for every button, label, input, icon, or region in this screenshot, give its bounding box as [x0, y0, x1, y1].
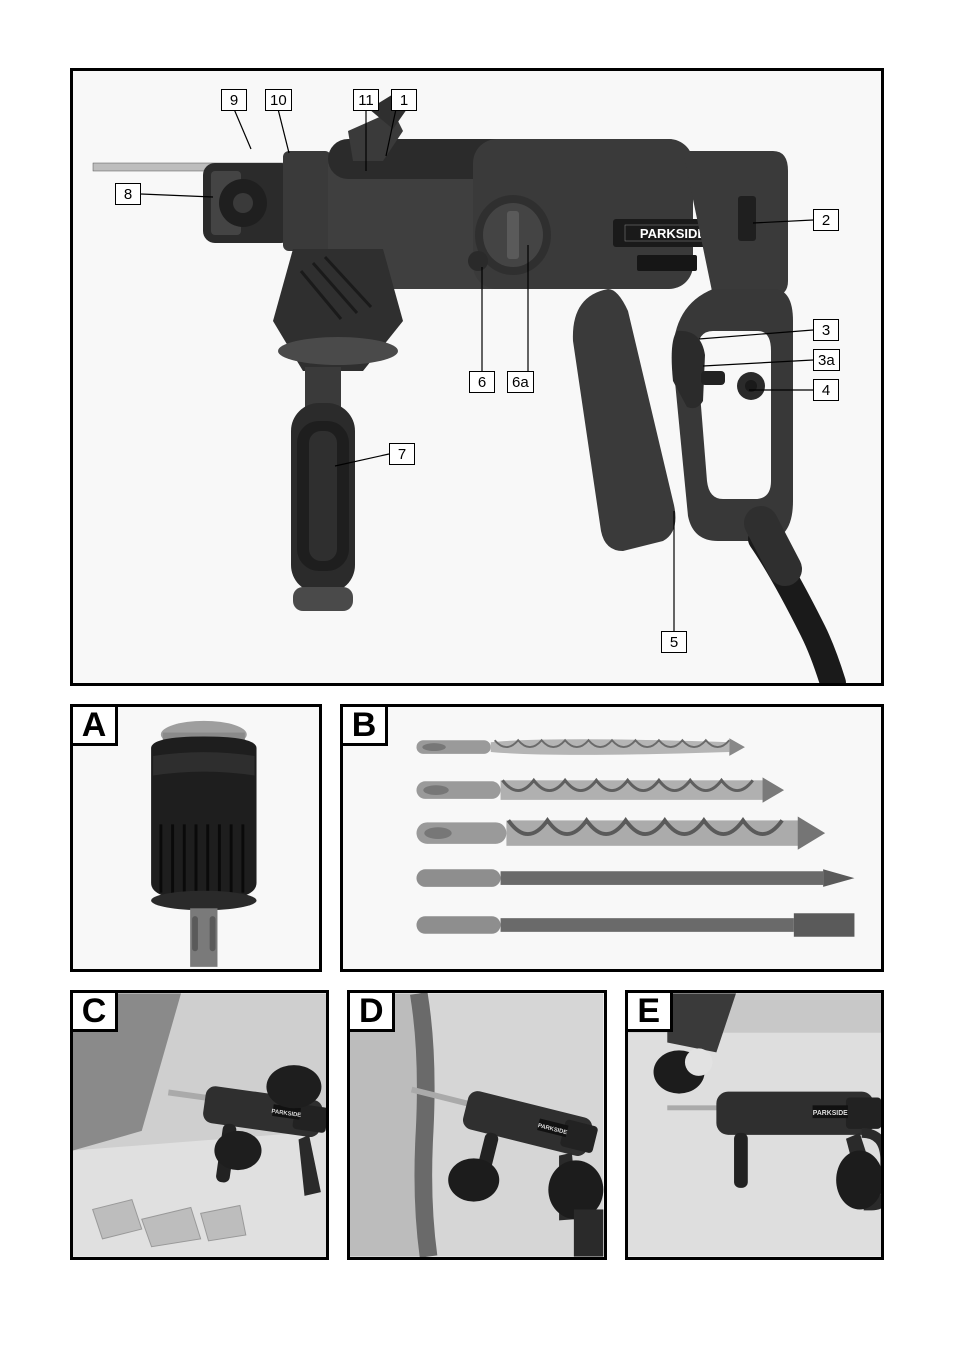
callout-10: 10	[265, 89, 292, 111]
callout-3: 3	[813, 319, 839, 341]
callout-2: 2	[813, 209, 839, 231]
manual-page: PARKSIDE	[70, 68, 884, 1260]
panel-label-b: B	[340, 704, 388, 746]
callout-6a: 6a	[507, 371, 534, 393]
callout-1: 1	[391, 89, 417, 111]
panel-label-d: D	[347, 990, 395, 1032]
callout-11: 11	[353, 89, 379, 111]
panel-label-c: C	[70, 990, 118, 1032]
drill-bits-illustration	[343, 707, 881, 969]
keyless-chuck-illustration	[73, 707, 319, 969]
panel-b: B	[340, 704, 884, 972]
usage-chisel-wall: PARKSIDE	[73, 993, 326, 1257]
row-accessories: A	[70, 704, 884, 972]
callout-7: 7	[389, 443, 415, 465]
usage-chisel-vertical: PARKSIDE	[350, 993, 603, 1257]
main-diagram-panel: PARKSIDE	[70, 68, 884, 686]
svg-text:PARKSIDE: PARKSIDE	[640, 226, 707, 241]
callout-5: 5	[661, 631, 687, 653]
callout-6: 6	[469, 371, 495, 393]
panel-e: E PARKSIDE	[625, 990, 884, 1260]
callout-8: 8	[115, 183, 141, 205]
svg-text:PARKSIDE: PARKSIDE	[812, 1110, 847, 1117]
panel-d: D PARKSIDE	[347, 990, 606, 1260]
panel-a: A	[70, 704, 322, 972]
callout-9: 9	[221, 89, 247, 111]
callout-3a: 3a	[813, 349, 840, 371]
panel-label-a: A	[70, 704, 118, 746]
panel-label-e: E	[625, 990, 673, 1032]
usage-drill-wall: PARKSIDE	[628, 993, 881, 1257]
callout-4: 4	[813, 379, 839, 401]
row-usage: C PARKSIDE	[70, 990, 884, 1260]
panel-c: C PARKSIDE	[70, 990, 329, 1260]
